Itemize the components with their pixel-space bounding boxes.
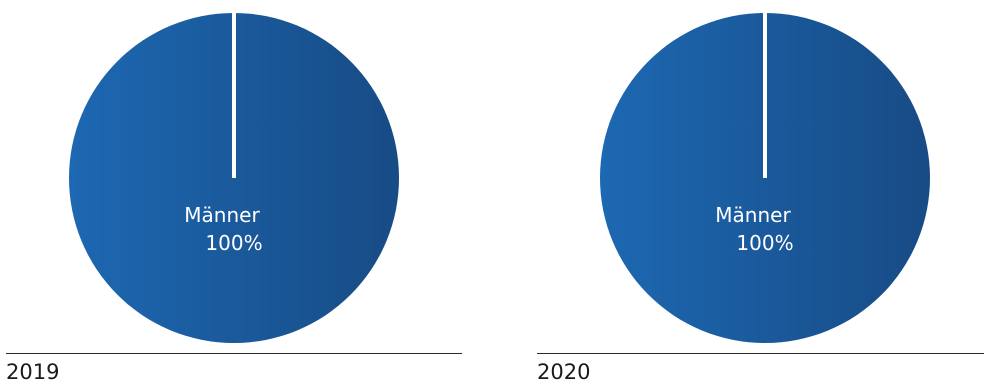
slice-label: Männer (184, 203, 260, 227)
slice-value-label: 100% (205, 231, 262, 255)
pie-chart-2019: Männer 100% 2019 (6, 0, 466, 390)
pie-chart-svg: Männer 100% (69, 11, 399, 343)
baseline-divider (6, 353, 462, 354)
slice-label: Männer (715, 203, 791, 227)
slice-value-label: 100% (736, 231, 793, 255)
pie-chart-2020: Männer 100% 2020 (537, 0, 984, 390)
baseline-divider (537, 353, 984, 354)
year-label: 2020 (537, 360, 591, 384)
pie-chart-svg: Männer 100% (600, 11, 930, 343)
year-label: 2019 (6, 360, 60, 384)
